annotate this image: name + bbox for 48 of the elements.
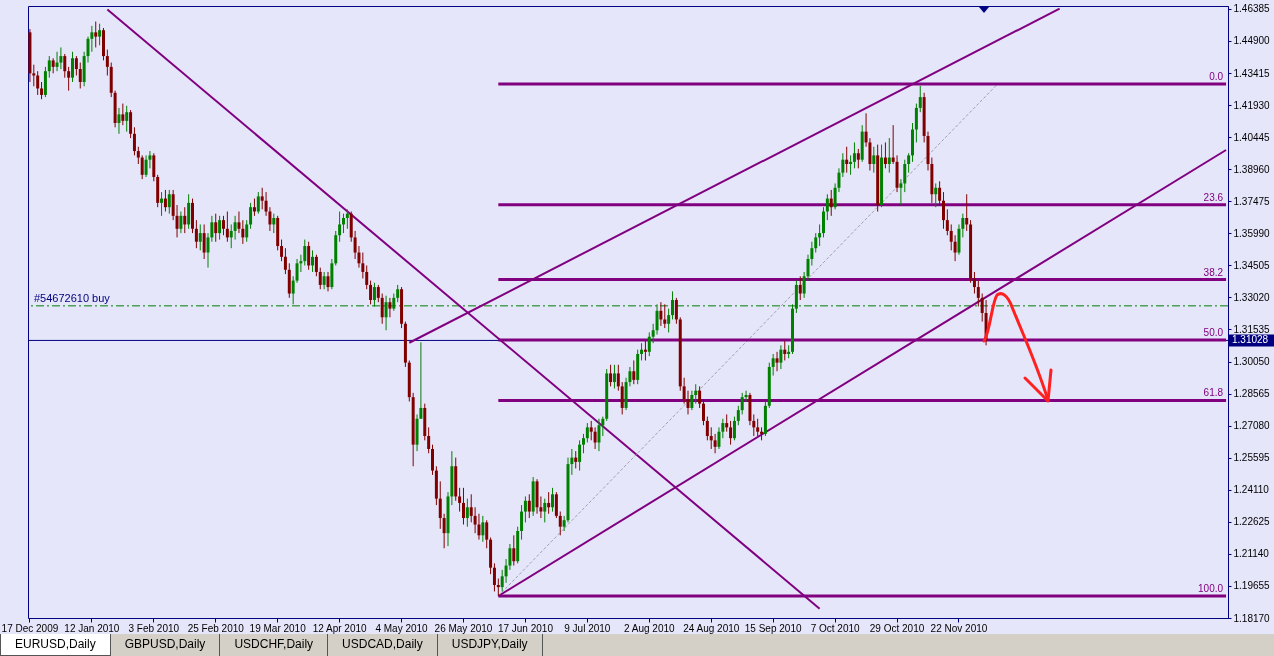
x-tick-label: 12 Apr 2010 xyxy=(312,622,368,634)
y-tick-label: 1.41930 xyxy=(1233,99,1271,111)
text: GBPUSD,Daily xyxy=(110,634,221,656)
series-label: 100.0 xyxy=(1198,582,1224,594)
text: USDCAD,Daily xyxy=(328,634,438,656)
x-tick-label: 17 Jun 2010 xyxy=(497,622,554,634)
y-tick-label: 1.25595 xyxy=(1233,452,1271,464)
x-tick-label: 22 Nov 2010 xyxy=(930,622,988,634)
ref-line-label: 1.31028 xyxy=(1232,334,1269,346)
y-tick-label: 1.30050 xyxy=(1233,356,1271,368)
series-label: 50.0 xyxy=(1203,326,1224,338)
y-tick-label: 1.38960 xyxy=(1233,163,1271,175)
x-tick-label: 9 Jul 2010 xyxy=(564,622,611,634)
x-tick-label: 17 Dec 2009 xyxy=(1,622,59,634)
x-tick-label: 2 Aug 2010 xyxy=(623,622,676,634)
x-tick-label: 29 Oct 2010 xyxy=(869,622,925,634)
y-tick-label: 1.24110 xyxy=(1233,484,1270,496)
y-tick-label: 1.40445 xyxy=(1233,131,1271,143)
series-label: 61.8 xyxy=(1203,387,1224,399)
y-tick-label: 1.43415 xyxy=(1233,67,1271,79)
y-tick-label: 1.33020 xyxy=(1233,291,1271,303)
y-tick-label: 1.18170 xyxy=(1233,612,1271,624)
text: USDJPY,Daily xyxy=(437,634,543,656)
y-tick-label: 1.35990 xyxy=(1233,227,1271,239)
series-label: 38.2 xyxy=(1203,266,1224,278)
y-tick-label: 1.28565 xyxy=(1233,388,1271,400)
series-label: 23.6 xyxy=(1203,191,1224,203)
y-tick-label: 1.31535 xyxy=(1233,323,1271,335)
x-tick-label: 7 Oct 2010 xyxy=(810,622,860,634)
y-tick-label: 1.46385 xyxy=(1233,3,1271,15)
x-tick-label: 3 Feb 2010 xyxy=(128,622,180,634)
y-tick-label: 1.21140 xyxy=(1233,548,1270,560)
y-tick-label: 1.44900 xyxy=(1233,35,1271,47)
text: USDCHF,Daily xyxy=(220,634,329,656)
x-tick-label: 15 Sep 2010 xyxy=(744,622,802,634)
y-tick-label: 1.27080 xyxy=(1233,420,1271,432)
y-tick-label: 1.37475 xyxy=(1233,195,1271,207)
ref-line-label: #54672610 buy xyxy=(34,291,111,304)
y-tick-label: 1.19655 xyxy=(1233,580,1271,592)
x-tick-label: 25 Feb 2010 xyxy=(187,622,245,634)
y-tick-label: 1.34505 xyxy=(1233,259,1271,271)
y-tick-label: 1.22625 xyxy=(1233,516,1271,528)
x-tick-label: 24 Aug 2010 xyxy=(683,622,740,634)
x-tick-label: 26 May 2010 xyxy=(434,622,493,634)
x-tick-label: 12 Jan 2010 xyxy=(64,622,120,634)
x-tick-label: 19 Mar 2010 xyxy=(249,622,307,634)
series-label: 0.0 xyxy=(1209,70,1224,82)
x-tick-label: 4 May 2010 xyxy=(375,622,429,634)
